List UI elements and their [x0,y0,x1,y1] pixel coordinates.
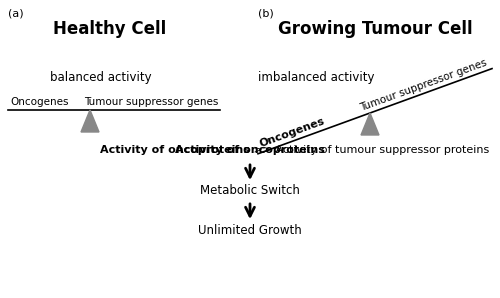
Text: imbalanced activity: imbalanced activity [258,72,374,85]
Text: Growing Tumour Cell: Growing Tumour Cell [278,20,472,38]
Text: (a): (a) [8,8,24,18]
Text: Activity of oncoproteins: Activity of oncoproteins [175,145,325,155]
Text: Metabolic Switch: Metabolic Switch [200,184,300,196]
Text: Oncogenes: Oncogenes [258,116,326,149]
Text: >> Activity of tumour suppressor proteins: >> Activity of tumour suppressor protein… [250,145,489,155]
Text: balanced activity: balanced activity [50,72,152,85]
Polygon shape [81,110,99,132]
Text: Activity of oncoproteins: Activity of oncoproteins [100,145,250,155]
Text: (b): (b) [258,8,274,18]
Text: Unlimited Growth: Unlimited Growth [198,224,302,237]
Text: Tumour suppressor genes: Tumour suppressor genes [358,58,488,113]
Text: Healthy Cell: Healthy Cell [54,20,166,38]
Polygon shape [361,113,379,135]
Text: Oncogenes: Oncogenes [10,97,68,107]
Text: Tumour suppressor genes: Tumour suppressor genes [84,97,218,107]
